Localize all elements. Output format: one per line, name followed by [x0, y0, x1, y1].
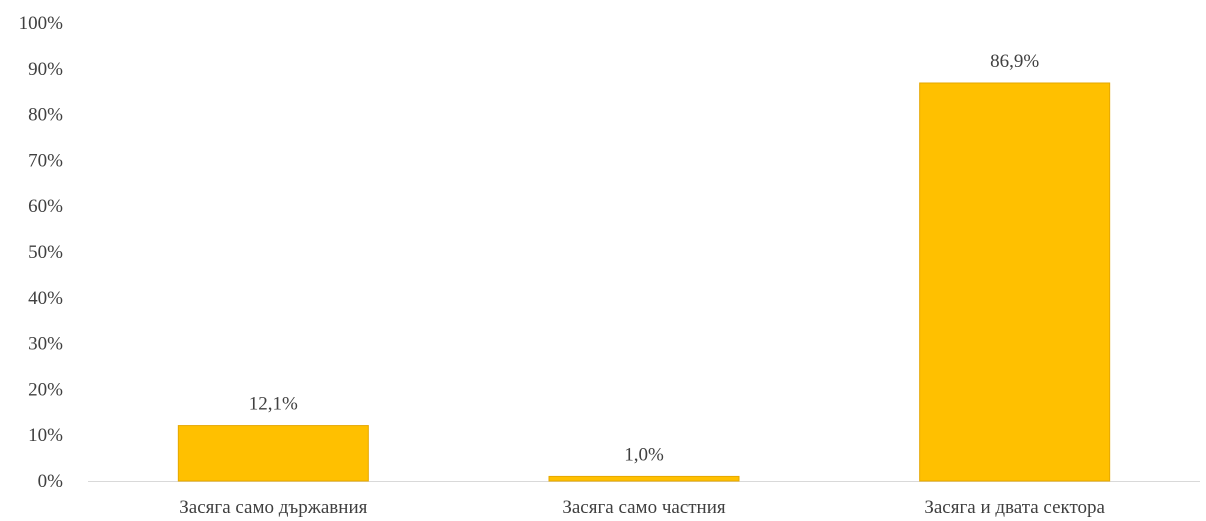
- y-tick-label: 20%: [28, 379, 63, 400]
- x-category-label: Засяга само държавния: [179, 497, 367, 518]
- bars: [177, 82, 1111, 482]
- data-label: 1,0%: [624, 444, 664, 465]
- y-tick-label: 30%: [28, 334, 63, 355]
- category-labels: Засяга само държавния Засяга само частния…: [179, 497, 1105, 518]
- data-label: 86,9%: [990, 51, 1039, 72]
- y-tick-label: 50%: [28, 242, 63, 263]
- y-tick-label: 60%: [28, 196, 63, 217]
- data-label: 12,1%: [249, 394, 298, 415]
- y-tick-label: 10%: [28, 425, 63, 446]
- y-tick-label: 100%: [19, 13, 64, 34]
- x-category-label: Засяга и двата сектора: [924, 497, 1105, 518]
- data-labels: 12,1% 1,0% 86,9%: [249, 51, 1040, 465]
- y-axis-ticks: 0% 10% 20% 30% 40% 50% 60% 70% 80% 90% 100%: [19, 13, 64, 492]
- y-tick-label: 0%: [38, 471, 64, 492]
- y-tick-label: 40%: [28, 288, 63, 309]
- y-tick-label: 80%: [28, 105, 63, 126]
- bar: [177, 425, 369, 482]
- y-tick-label: 90%: [28, 59, 63, 80]
- bar: [919, 82, 1111, 482]
- bar: [548, 475, 740, 482]
- x-category-label: Засяга само частния: [562, 497, 726, 518]
- y-tick-label: 70%: [28, 150, 63, 171]
